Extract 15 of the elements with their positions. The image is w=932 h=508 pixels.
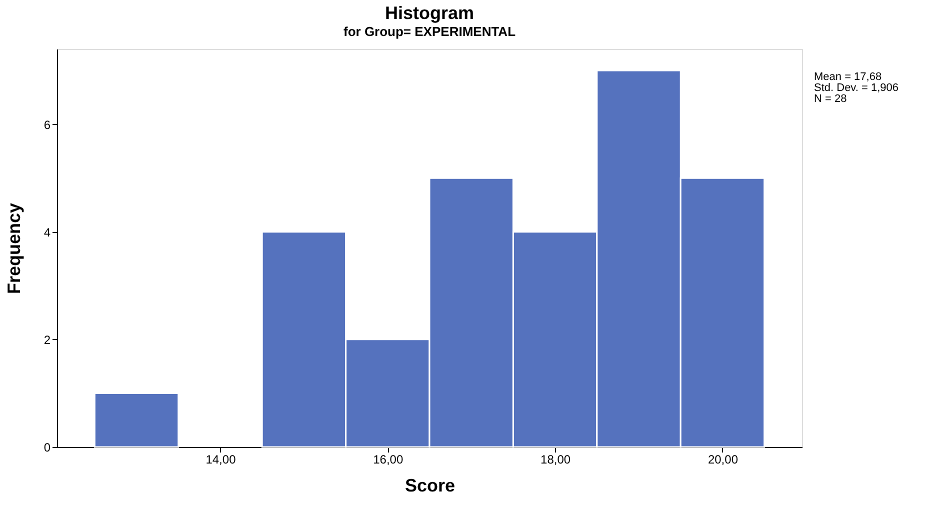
text: Std. Dev. = 1,906 [814,82,898,94]
chart-subtitle: for Group= EXPERIMENTAL [343,24,516,39]
y-tick-label: 4 [44,225,51,240]
y-tick-label: 6 [44,118,51,132]
x-tick-label: 18,00 [540,452,571,466]
y-tick-label: 0 [44,440,51,454]
y-axis-title: Frequency [4,202,24,294]
x-tick-label: 20,00 [708,452,738,466]
text: Mean = 17,68 [814,71,882,83]
chart-title: Histogram [384,3,474,23]
y-tick-label: 2 [44,332,51,347]
x-tick-label: 16,00 [373,452,404,466]
x-tick-label: 14,00 [206,452,236,466]
x-axis-title: Score [404,476,456,496]
text: N = 28 [814,93,847,105]
